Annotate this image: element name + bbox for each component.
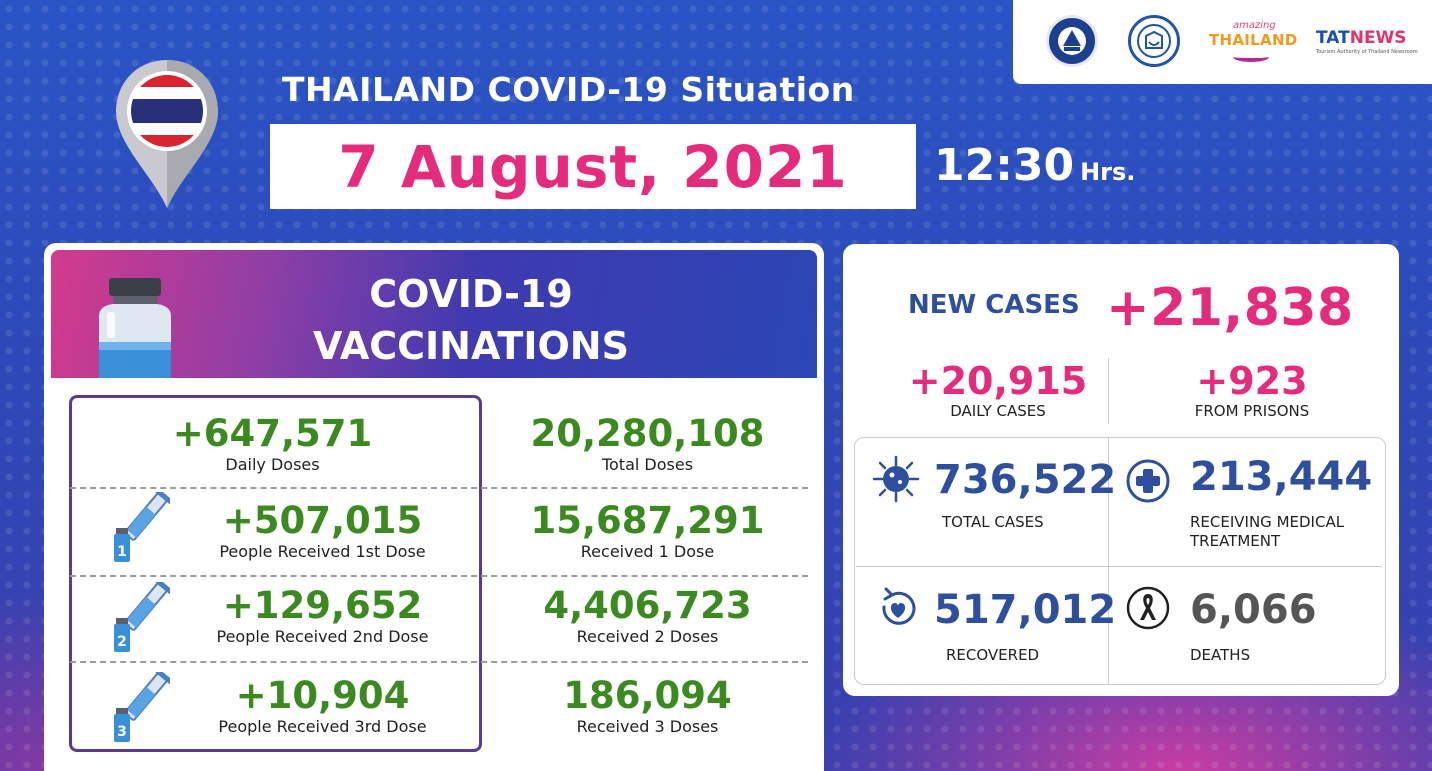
cases-summary-box: [854, 437, 1386, 685]
deaths-value: 6,066: [1190, 587, 1317, 633]
report-time: 12:30 Hrs.: [934, 140, 1135, 191]
treatment-value: 213,444: [1190, 454, 1373, 500]
date-banner: 7 August, 2021: [270, 124, 916, 209]
dose-number: 1: [117, 544, 127, 560]
total-cases-value: 736,522: [934, 457, 1117, 503]
vaccination-header: COVID-19 VACCINATIONS: [51, 250, 817, 380]
recovered-label: RECOVERED: [946, 646, 1040, 664]
new-cases-value: +21,838: [1106, 278, 1354, 338]
report-date: 7 August, 2021: [338, 132, 848, 201]
row-divider: [856, 566, 1382, 567]
time-value: 12:30: [934, 140, 1075, 191]
cases-panel: [843, 244, 1399, 696]
dose-number: 2: [117, 634, 127, 650]
total-doses: 20,280,108 Total Doses: [530, 412, 765, 475]
government-emblem-icon: [1046, 15, 1098, 67]
row-divider: [70, 487, 808, 489]
prison-cases: +923 FROM PRISONS: [1194, 359, 1310, 420]
column-divider: [1108, 358, 1109, 424]
new-cases-label: NEW CASES: [908, 290, 1080, 320]
syringe-icon: 2: [114, 582, 170, 652]
mourning-ribbon-icon: [1126, 586, 1170, 630]
syringe-icon: 1: [114, 492, 170, 562]
logo-bar: amazing THAILAND TATNEWS Tourism Authori…: [1013, 0, 1432, 84]
dose-number: 3: [117, 724, 127, 740]
tat-news-logo: TATNEWS Tourism Authority of Thailand Ne…: [1316, 28, 1418, 55]
time-unit: Hrs.: [1080, 158, 1136, 186]
vaccination-body: [51, 378, 817, 771]
daily-vaccination-frame: [69, 395, 482, 752]
recovered-heart-icon: [882, 587, 916, 625]
first-dose-total: 15,687,291 Received 1 Dose: [530, 499, 765, 562]
recovered-value: 517,012: [934, 587, 1117, 633]
row-divider: [70, 575, 808, 577]
row-divider: [70, 661, 808, 663]
daily-doses: +647,571 Daily Doses: [172, 412, 373, 475]
third-dose-total: 186,094 Received 3 Doses: [563, 674, 732, 737]
deaths-label: DEATHS: [1190, 646, 1251, 664]
first-dose-daily: +507,015 People Received 1st Dose: [219, 499, 426, 562]
location-pin-icon: [116, 60, 218, 208]
vaccine-vial-icon: [99, 278, 171, 380]
third-dose-daily: +10,904 People Received 3rd Dose: [218, 674, 427, 737]
second-dose-daily: +129,652 People Received 2nd Dose: [216, 584, 429, 647]
second-dose-total: 4,406,723 Received 2 Doses: [543, 584, 752, 647]
vaccination-title: COVID-19 VACCINATIONS: [313, 272, 629, 368]
virus-icon: [872, 455, 920, 503]
column-divider: [1108, 438, 1109, 684]
daily-cases: +20,915 DAILY CASES: [908, 359, 1088, 420]
total-cases-label: TOTAL CASES: [942, 513, 1044, 531]
vaccination-panel: COVID-19 VACCINATIONS: [44, 243, 824, 771]
treatment-label: RECEIVING MEDICAL TREATMENT: [1190, 513, 1345, 550]
amazing-thailand-logo: amazing THAILAND: [1209, 18, 1297, 66]
syringe-icon: 3: [114, 672, 170, 742]
medical-cross-icon: [1126, 459, 1170, 503]
page-title: THAILAND COVID-19 Situation: [282, 70, 855, 109]
ministry-emblem-icon: [1128, 15, 1180, 67]
